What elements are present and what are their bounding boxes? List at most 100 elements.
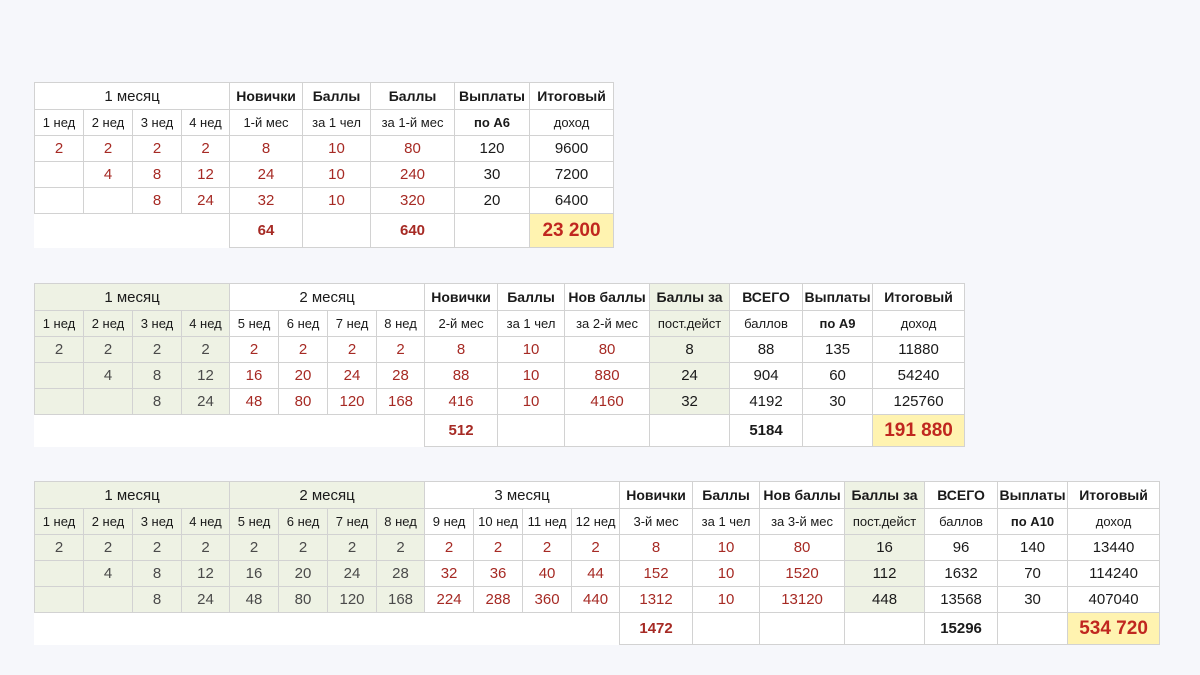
week-cell: 12 [180,362,231,389]
week-cell: 80 [278,388,329,415]
income-cell: 54240 [872,362,966,389]
week-cell [34,560,84,587]
new-points-subheader: за 3-й мес [759,508,846,535]
income-cell: 125760 [872,388,966,415]
month2-header: 2 месяц [229,283,426,311]
week-cell [83,586,133,613]
week-header: 2 нед [83,109,133,136]
empty-cell [692,612,761,645]
new-points-cell: 880 [564,362,651,389]
week-cell: 2 [278,336,329,363]
payouts-subheader: по А9 [802,310,874,337]
week-cell: 20 [278,560,329,587]
week-header: 8 нед [376,310,426,337]
week-cell: 8 [132,161,182,188]
new-points-header: Нов баллы [759,481,846,509]
points-per-cell: 10 [302,187,372,214]
week-header: 12 нед [571,508,621,535]
week-cell: 8 [132,586,182,613]
week-cell: 20 [278,362,329,389]
week-cell: 36 [473,560,524,587]
new-points-cell: 4160 [564,388,651,415]
income-subheader: доход [1067,508,1161,535]
points-per-cell: 10 [692,560,761,587]
week-cell: 2 [229,534,280,561]
week-header: 3 нед [132,310,182,337]
week-header: 4 нед [180,508,231,535]
newbies-cell: 152 [619,560,694,587]
week-cell: 8 [132,388,182,415]
week-cell [34,388,84,415]
constant-points-cell: 16 [844,534,926,561]
week-cell: 48 [229,586,280,613]
week-cell: 4 [83,560,133,587]
week-cell: 4 [83,161,133,188]
week-cell: 4 [83,362,133,389]
points-per-person-header: Баллы [692,481,761,509]
week-cell [83,388,133,415]
new-points-header: Нов баллы [564,283,651,311]
week-header: 3 нед [132,109,182,136]
empty-cell [454,213,531,248]
week-cell: 2 [180,336,231,363]
newbies-cell: 32 [229,187,304,214]
empty-cell [759,612,846,645]
income-cell: 13440 [1067,534,1161,561]
week-cell: 12 [180,161,231,188]
week-cell: 8 [132,560,182,587]
month2-table: 1 месяц 2 месяц Новички Баллы Нов баллы … [33,283,966,447]
week-cell: 2 [34,135,84,162]
income-total: 534 720 [1067,612,1161,645]
points-month-subheader: за 1-й мес [370,109,456,136]
month1-header: 1 месяц [33,283,231,311]
week-cell: 28 [376,560,426,587]
empty-cell [997,612,1069,645]
week-header: 4 нед [180,310,231,337]
week-cell: 12 [180,560,231,587]
income-cell: 114240 [1067,560,1161,587]
week-cell: 2 [278,534,329,561]
income-subheader: доход [529,109,615,136]
payouts-subheader: по А6 [454,109,531,136]
week-cell: 2 [180,135,231,162]
newbies-cell: 8 [229,135,304,162]
constant-points-cell: 448 [844,586,926,613]
points-per-cell: 10 [497,336,566,363]
points-month-cell: 80 [370,135,456,162]
week-cell [83,187,133,214]
week-header: 1 нед [34,508,84,535]
week-cell: 2 [34,336,84,363]
payouts-header: Выплаты [454,82,531,110]
month-header: 1 месяц [33,82,231,110]
table-row: 2 2 2 2 2 2 2 2 8 10 80 8 88 135 11880 [34,336,966,363]
total-points-cell: 904 [729,362,804,389]
week-cell: 2 [327,336,378,363]
week-cell: 2 [473,534,524,561]
week-cell: 2 [34,534,84,561]
newbies-cell: 24 [229,161,304,188]
points-per-cell: 10 [692,586,761,613]
points-per-cell: 10 [692,534,761,561]
payout-cell: 20 [454,187,531,214]
total-points-cell: 96 [924,534,999,561]
empty-cell [844,612,926,645]
points-per-cell: 10 [302,161,372,188]
newbies-total: 512 [424,414,499,447]
constant-points-header: Баллы за [844,481,926,509]
week-cell: 360 [522,586,573,613]
total-points-total: 5184 [729,414,804,447]
constant-points-subheader: пост.дейст [844,508,926,535]
newbies-total: 64 [229,213,304,248]
week-header: 5 нед [229,310,280,337]
week-cell: 2 [83,336,133,363]
table-row: 8 24 48 80 120 168 224 288 360 440 1312 … [34,586,1161,613]
payouts-subheader: по А10 [997,508,1069,535]
totals-row: 1472 15296 534 720 [35,612,1161,645]
newbies-cell: 1312 [619,586,694,613]
week-cell: 2 [83,534,133,561]
week-header: 5 нед [229,508,280,535]
week-cell: 168 [376,586,426,613]
week-cell: 440 [571,586,621,613]
points-month-cell: 240 [370,161,456,188]
payout-cell: 30 [454,161,531,188]
